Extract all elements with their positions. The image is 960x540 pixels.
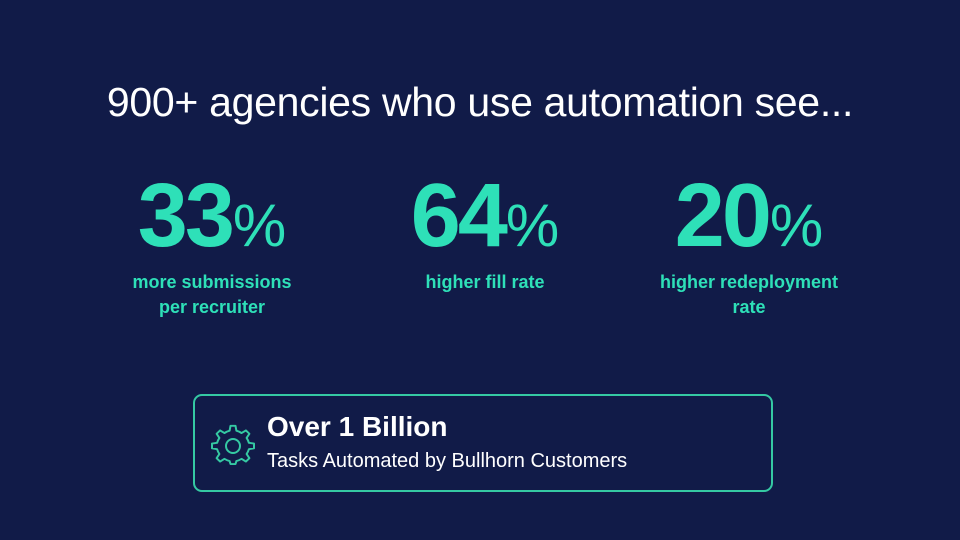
stat-submissions: 33% more submissions per recruiter	[82, 168, 342, 320]
headline: 900+ agencies who use automation see...	[106, 79, 854, 125]
stat-unit: %	[232, 192, 287, 259]
callout-box: Over 1 Billion Tasks Automated by Bullho…	[193, 394, 773, 492]
stat-value: 20%	[675, 168, 823, 264]
stat-caption: higher fill rate	[355, 270, 615, 295]
stat-number: 33	[137, 166, 235, 266]
stat-caption: higher redeployment rate	[619, 270, 879, 320]
stat-caption-line: more submissions	[132, 272, 292, 292]
gear-icon	[211, 424, 255, 468]
callout-subtitle: Tasks Automated by Bullhorn Customers	[267, 450, 628, 472]
stat-caption-line: higher redeployment	[659, 272, 839, 292]
stat-fill-rate: 64% higher fill rate	[355, 168, 615, 295]
stat-unit: %	[505, 192, 560, 259]
stat-number: 20	[674, 166, 772, 266]
stat-value: 64%	[411, 168, 559, 264]
stat-caption-line: per recruiter	[158, 297, 266, 317]
callout-title: Over 1 Billion	[267, 411, 448, 442]
stat-caption: more submissions per recruiter	[82, 270, 342, 320]
stat-caption-line: rate	[732, 297, 766, 317]
stat-value: 33%	[138, 168, 286, 264]
stat-caption-line: higher fill rate	[425, 272, 545, 292]
stat-redeployment: 20% higher redeployment rate	[619, 168, 879, 320]
stat-number: 64	[410, 166, 508, 266]
stat-unit: %	[769, 192, 824, 259]
